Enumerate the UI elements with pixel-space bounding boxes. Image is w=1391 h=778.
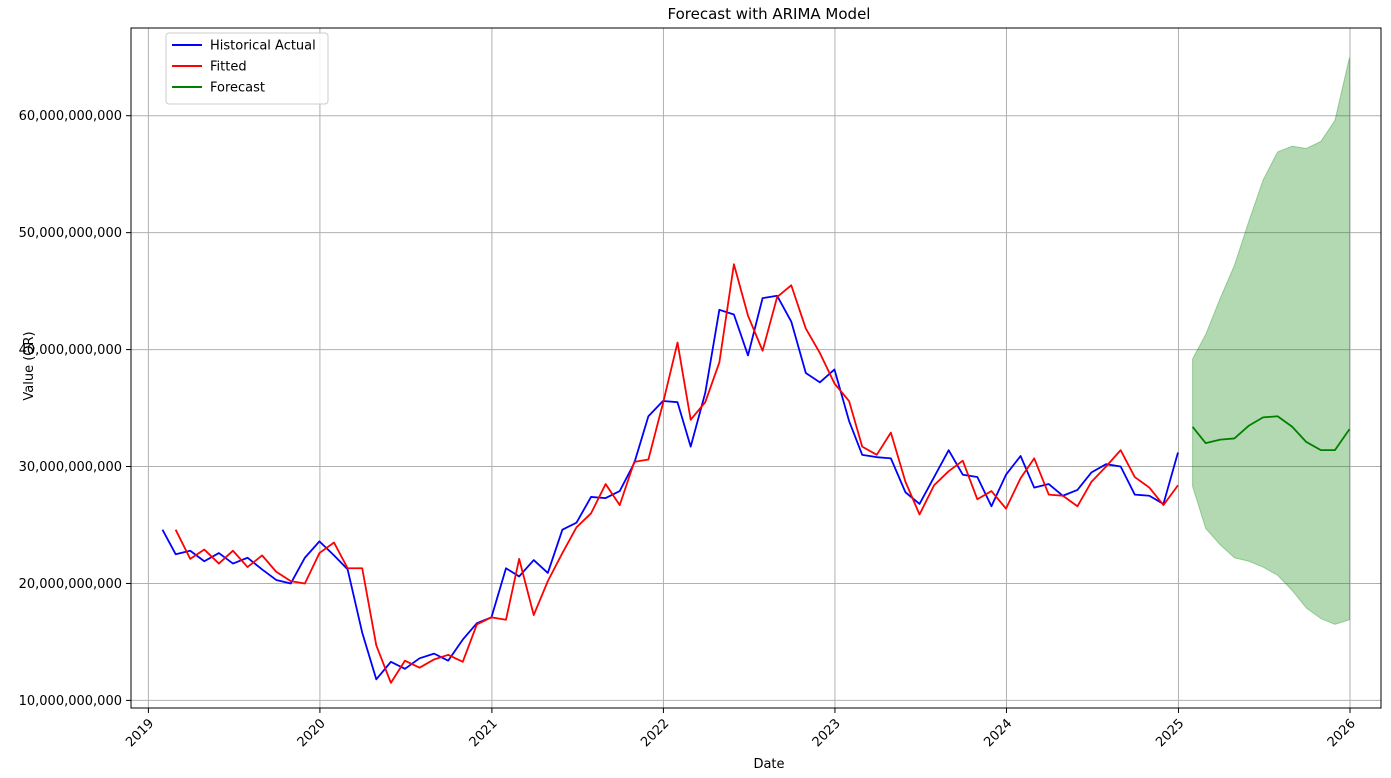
chart-title: Forecast with ARIMA Model [668, 5, 871, 23]
historical-actual-line [161, 294, 1179, 681]
legend-box [165, 32, 329, 105]
y-tick-label: 10,000,000,000 [19, 694, 122, 709]
forecast-confidence-band [1192, 57, 1351, 625]
fitted-line [174, 263, 1179, 684]
plot-frame [130, 27, 1382, 709]
y-tick-label: 60,000,000,000 [19, 109, 122, 124]
y-tick-label: 20,000,000,000 [19, 577, 122, 592]
series-lines [161, 263, 1351, 684]
grid-lines [131, 28, 1381, 708]
y-tick-label: 40,000,000,000 [19, 343, 122, 358]
x-axis-label: Date [753, 757, 784, 772]
confidence-bands [1192, 57, 1351, 625]
legend-label: Fitted [210, 60, 247, 75]
y-axis-label: Value (QR) [22, 331, 37, 400]
legend-label: Historical Actual [210, 39, 316, 54]
forecast-line [1191, 415, 1351, 452]
legend: Historical Actual Fitted Forecast [165, 32, 329, 105]
y-tick-label: 30,000,000,000 [19, 460, 122, 475]
y-tick-label: 50,000,000,000 [19, 226, 122, 241]
legend-label: Forecast [210, 81, 265, 96]
